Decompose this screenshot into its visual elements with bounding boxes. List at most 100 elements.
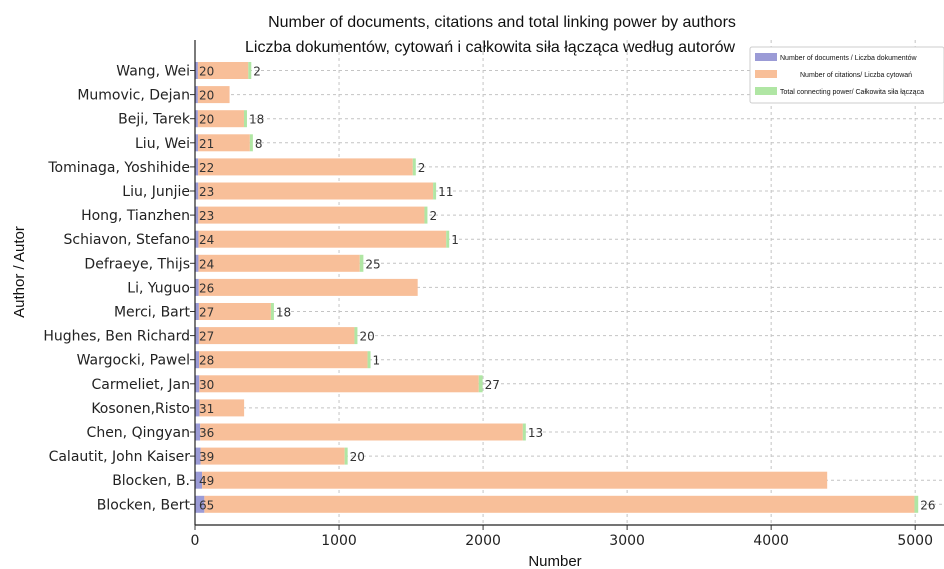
bar-documents bbox=[195, 134, 199, 152]
bar-citations bbox=[199, 375, 479, 393]
data-label-documents: 26 bbox=[199, 281, 214, 295]
y-tick-label: Blocken, B. bbox=[112, 473, 190, 489]
y-tick-label: Carmeliet, Jan bbox=[92, 377, 190, 393]
data-label-linking-power: 1 bbox=[451, 233, 459, 247]
y-tick-label: Calautit, John Kaiser bbox=[49, 449, 191, 465]
legend-entry: Total connecting power/ Całkowita siła ł… bbox=[780, 89, 924, 96]
axes: 0 1000 2000 3000 4000 5000 bbox=[190, 40, 944, 549]
bar-documents bbox=[195, 230, 199, 248]
x-tick-label: 5000 bbox=[897, 533, 933, 549]
data-label-linking-power: 1 bbox=[373, 354, 381, 368]
bar-documents bbox=[195, 327, 199, 345]
data-label-documents: 31 bbox=[199, 402, 214, 416]
y-tick-label: Beji, Tarek bbox=[118, 112, 191, 128]
y-tick-label: Li, Yuguo bbox=[127, 280, 190, 296]
data-label-documents: 27 bbox=[199, 330, 214, 344]
data-label-documents: 36 bbox=[199, 426, 214, 440]
data-label-documents: 23 bbox=[199, 209, 214, 223]
x-tick-label: 3000 bbox=[609, 533, 645, 549]
bar-documents bbox=[195, 86, 198, 104]
data-label-linking-power: 13 bbox=[528, 426, 543, 440]
y-tick-label: Wang, Wei bbox=[116, 64, 190, 80]
bar-linking-power bbox=[354, 327, 358, 345]
bar-linking-power bbox=[446, 230, 450, 248]
data-label-documents: 39 bbox=[199, 450, 214, 464]
bar-linking-power bbox=[243, 110, 247, 128]
bar-documents bbox=[195, 447, 201, 465]
y-tick-label: Merci, Bart bbox=[114, 305, 191, 321]
bar-documents bbox=[195, 495, 205, 513]
y-tick-label: Chen, Qingyan bbox=[87, 425, 190, 441]
data-label-documents: 49 bbox=[199, 474, 214, 488]
bar-documents bbox=[195, 351, 200, 369]
bar-linking-power bbox=[412, 158, 416, 176]
y-tick-label: Mumovic, Dejan bbox=[77, 88, 190, 104]
x-axis-title: Number bbox=[528, 553, 581, 569]
bar-citations bbox=[199, 399, 245, 417]
bar-linking-power bbox=[522, 423, 526, 441]
y-tick-label: Liu, Wei bbox=[135, 136, 190, 152]
data-label-documents: 21 bbox=[199, 137, 214, 151]
bar-citations bbox=[198, 182, 434, 200]
data-label-linking-power: 20 bbox=[359, 330, 374, 344]
bar-linking-power bbox=[433, 182, 437, 200]
data-label-linking-power: 18 bbox=[276, 306, 291, 320]
bar-citations bbox=[198, 206, 425, 224]
data-label-linking-power: 26 bbox=[920, 498, 935, 512]
bar-documents bbox=[195, 182, 199, 200]
bar-documents bbox=[195, 158, 199, 176]
bar-documents bbox=[195, 110, 198, 128]
bar-linking-power bbox=[248, 62, 252, 79]
bar-documents bbox=[195, 254, 199, 272]
data-label-documents: 24 bbox=[199, 233, 214, 247]
bar-citations bbox=[200, 423, 523, 441]
y-tick-label: Kosonen,Risto bbox=[91, 401, 190, 417]
data-label-linking-power: 27 bbox=[485, 378, 500, 392]
data-label-linking-power: 20 bbox=[350, 450, 365, 464]
bar-citations bbox=[198, 134, 250, 152]
bar-citations bbox=[200, 447, 345, 465]
data-label-documents: 28 bbox=[199, 354, 214, 368]
x-tick-label: 4000 bbox=[753, 533, 789, 549]
bar-citations bbox=[204, 495, 915, 513]
bar-citations bbox=[198, 254, 360, 272]
data-label-linking-power: 2 bbox=[429, 209, 437, 223]
data-label-linking-power: 25 bbox=[365, 257, 380, 271]
data-label-documents: 20 bbox=[199, 65, 214, 79]
bar-documents bbox=[195, 303, 199, 320]
bar-linking-power bbox=[249, 134, 253, 152]
y-tick-label: Blocken, Bert bbox=[97, 497, 191, 513]
legend-swatch bbox=[755, 87, 777, 95]
legend-swatch bbox=[755, 70, 777, 78]
bar-documents bbox=[195, 471, 203, 489]
labels: Wang, Wei 20 2 Mumovic, Dejan 20 Beji, Tarek 2… bbox=[43, 64, 935, 514]
bar-linking-power bbox=[344, 447, 348, 465]
bar-documents bbox=[195, 62, 198, 79]
chart-title: Number of documents, citations and total… bbox=[268, 14, 736, 31]
data-label-linking-power: 18 bbox=[249, 113, 264, 127]
data-label-documents: 20 bbox=[199, 113, 214, 127]
data-label-documents: 20 bbox=[199, 89, 214, 103]
bar-citations bbox=[197, 62, 249, 79]
bar-citations bbox=[198, 278, 418, 296]
data-label-documents: 27 bbox=[199, 306, 214, 320]
bar-linking-power bbox=[424, 206, 428, 224]
data-label-linking-power: 8 bbox=[255, 137, 263, 151]
y-tick-label: Wargocki, Pawel bbox=[77, 353, 190, 369]
y-tick-label: Hong, Tianzhen bbox=[81, 208, 190, 224]
x-tick-label: 2000 bbox=[465, 533, 501, 549]
bar-documents bbox=[195, 423, 201, 441]
chart-subtitle: Liczba dokumentów, cytowań i całkowita s… bbox=[245, 39, 735, 56]
bar-citations bbox=[198, 230, 447, 248]
bars bbox=[195, 62, 919, 513]
data-label-linking-power: 2 bbox=[418, 161, 426, 175]
bar-citations bbox=[202, 471, 828, 489]
x-tick-label: 0 bbox=[191, 533, 200, 549]
bar-citations bbox=[198, 327, 355, 345]
bar-citations bbox=[198, 158, 413, 176]
legend-box bbox=[749, 46, 944, 104]
bar-documents bbox=[195, 399, 200, 417]
bar-documents bbox=[195, 206, 199, 224]
bar-linking-power bbox=[367, 351, 371, 369]
legend: Number of documents / Liczba dokumentów N… bbox=[749, 46, 944, 104]
